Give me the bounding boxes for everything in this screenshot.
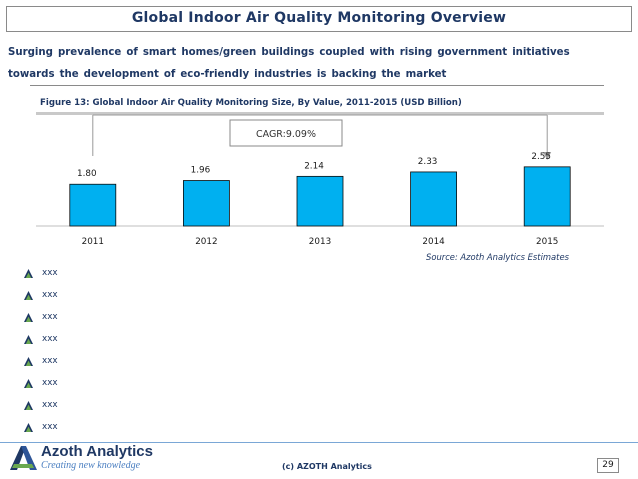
bullet-arrow-icon xyxy=(24,400,33,410)
bullet-item: xxx xyxy=(24,354,58,368)
logo-tagline: Creating new knowledge xyxy=(41,460,141,471)
bullet-arrow-icon xyxy=(24,378,33,388)
cagr-label: CAGR:9.09% xyxy=(256,129,316,140)
bullet-arrow-icon xyxy=(24,356,33,366)
bullet-text: xxx xyxy=(42,378,58,388)
bullet-text: xxx xyxy=(42,312,58,322)
cagr-arrowhead xyxy=(543,152,552,160)
bullet-text: xxx xyxy=(42,290,58,300)
subtitle: Surging prevalence of smart homes/green … xyxy=(8,42,628,86)
bullet-arrow-icon xyxy=(24,268,33,278)
bullet-arrow-icon xyxy=(24,334,33,344)
bar-value-label: 1.80 xyxy=(77,169,97,179)
bullet-item: xxx xyxy=(24,310,58,324)
azoth-logo-icon xyxy=(10,445,37,470)
bar-value-label: 2.14 xyxy=(304,161,324,171)
page-title: Global Indoor Air Quality Monitoring Ove… xyxy=(131,10,507,26)
figure-caption: Figure 13: Global Indoor Air Quality Mon… xyxy=(40,98,462,108)
footer-divider xyxy=(0,442,638,443)
company-logo: Azoth Analytics Creating new knowledge xyxy=(8,444,153,471)
bullet-arrow-icon xyxy=(24,312,33,322)
bar-chart: CAGR:9.09% 1.80 2011 1.96 2012 2.14 2013 2.33 20… xyxy=(36,112,604,247)
x-tick-label: 2015 xyxy=(536,237,558,247)
bullet-item: xxx xyxy=(24,420,58,434)
bullet-text: xxx xyxy=(42,422,58,432)
chart-top-band xyxy=(36,112,604,115)
bar-2015 xyxy=(523,166,571,227)
page-number: 29 xyxy=(597,458,619,473)
subtitle-line-2: towards the development of eco-friendly … xyxy=(8,69,447,80)
bullet-arrow-icon xyxy=(24,422,33,432)
bullet-text: xxx xyxy=(42,334,58,344)
bullet-item: xxx xyxy=(24,266,58,280)
bullet-text: xxx xyxy=(42,356,58,366)
copyright-text: (c) AZOTH Analytics xyxy=(282,462,372,471)
logo-brand-name: Azoth Analytics xyxy=(41,443,153,460)
bar-value-label: 2.33 xyxy=(418,157,438,167)
bullet-arrow-icon xyxy=(24,290,33,300)
x-tick-label: 2012 xyxy=(195,237,217,247)
bullet-text: xxx xyxy=(42,268,58,278)
bullet-text: xxx xyxy=(42,400,58,410)
subtitle-divider xyxy=(30,85,604,86)
bar-value-label: 1.96 xyxy=(191,166,211,176)
x-tick-label: 2013 xyxy=(309,237,331,247)
bullet-item: xxx xyxy=(24,398,58,412)
bullet-item: xxx xyxy=(24,288,58,302)
bar-value-label: 2.55 xyxy=(531,152,551,162)
x-tick-label: 2011 xyxy=(82,237,104,247)
bar-2011 xyxy=(69,183,117,227)
page-title-box: Global Indoor Air Quality Monitoring Ove… xyxy=(6,6,632,32)
bullet-item: xxx xyxy=(24,332,58,346)
subtitle-line-1: Surging prevalence of smart homes/green … xyxy=(8,47,570,58)
chart-source: Source: Azoth Analytics Estimates xyxy=(426,252,569,262)
bar-2014 xyxy=(410,171,458,227)
bar-2012 xyxy=(182,180,230,227)
bar-2013 xyxy=(296,175,344,227)
cagr-box xyxy=(229,119,343,147)
bullet-item: xxx xyxy=(24,376,58,390)
x-tick-label: 2014 xyxy=(422,237,445,247)
